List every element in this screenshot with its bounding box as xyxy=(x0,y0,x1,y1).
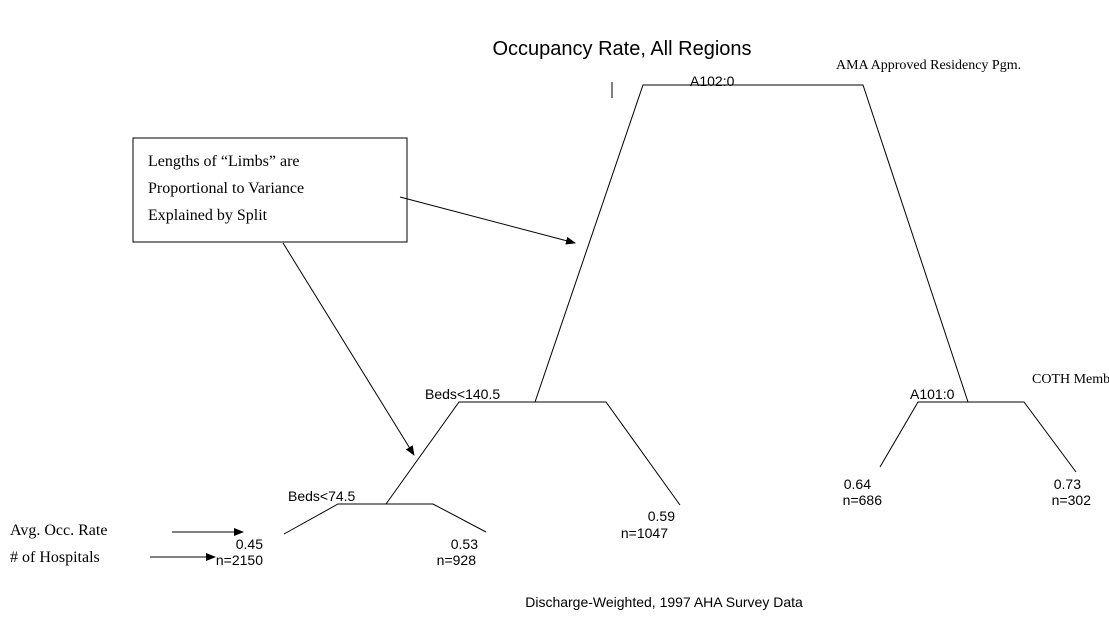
callout-line: Lengths of “Limbs” are xyxy=(148,153,300,170)
arrow xyxy=(399,196,576,245)
leaf-rate: 0.73 xyxy=(1054,476,1081,492)
title: Occupancy Rate, All Regions xyxy=(492,38,751,60)
node-label: A101:0 xyxy=(910,386,955,402)
legend-text: # of Hospitals xyxy=(10,549,100,566)
callout-line: Explained by Split xyxy=(148,207,268,224)
leaf-rate: 0.53 xyxy=(451,536,478,552)
leaf-count: n=928 xyxy=(437,552,477,568)
leaf-count: n=686 xyxy=(843,492,883,508)
node-label: Beds<140.5 xyxy=(425,386,500,402)
node-note: COTH Member xyxy=(1032,372,1109,387)
node-label: Beds<74.5 xyxy=(288,488,356,504)
callout-line: Proportional to Variance xyxy=(148,180,304,197)
leaf-rate: 0.45 xyxy=(236,536,263,552)
leaf-count: n=302 xyxy=(1052,492,1092,508)
node-note: AMA Approved Residency Pgm. xyxy=(836,58,1021,73)
arrow xyxy=(282,242,415,456)
node-label: A102:0 xyxy=(690,73,735,89)
leaf-count: n=2150 xyxy=(216,552,263,568)
footer: Discharge-Weighted, 1997 AHA Survey Data xyxy=(525,594,803,610)
leaf-rate: 0.64 xyxy=(844,476,871,492)
tree-lines xyxy=(283,82,1077,535)
callout-box xyxy=(132,137,408,243)
legend-text: Avg. Occ. Rate xyxy=(10,522,107,539)
leaf-rate: 0.59 xyxy=(648,508,675,524)
leaf-count: n=1047 xyxy=(621,525,668,541)
